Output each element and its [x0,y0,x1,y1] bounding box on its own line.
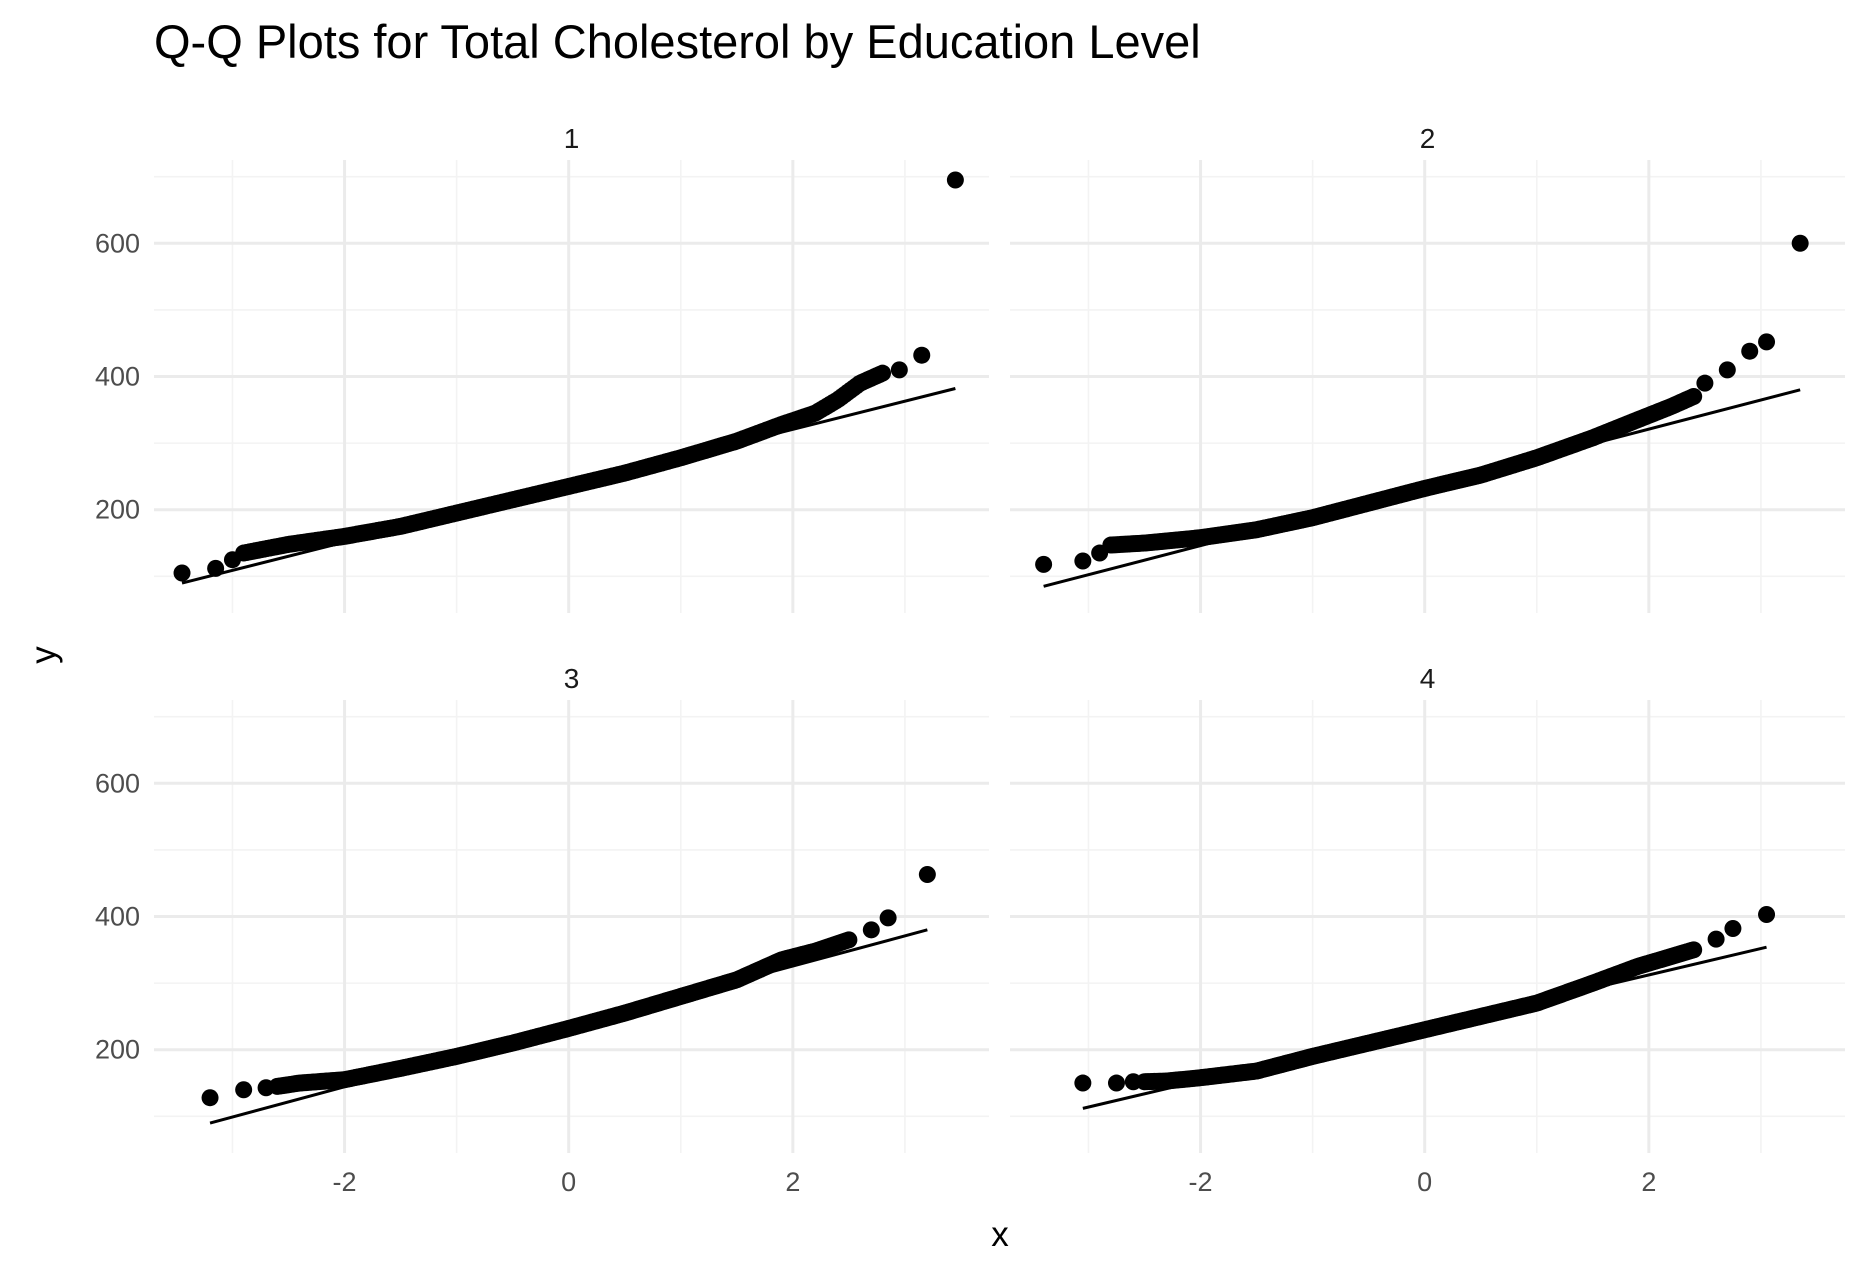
facet-label-2: 2 [1420,123,1436,154]
y-tick-label: 200 [95,1035,140,1065]
facet-label-4: 4 [1420,663,1436,694]
y-tick-label: 600 [95,768,140,798]
reference-lines-layer [181,387,1801,1125]
x-tick-label: 0 [561,1167,576,1197]
x-tick-label: -2 [1189,1167,1213,1197]
x-axis-label: x [991,1215,1009,1254]
qq-point [207,559,225,577]
qq-point [862,921,880,939]
qq-point [257,1079,275,1097]
qq-point [1758,333,1776,351]
qq-point [223,551,241,569]
qq-point [879,909,897,927]
qq-point [1718,361,1736,379]
qq-point [1758,906,1776,924]
qq-point [1707,930,1725,948]
grid-layer [154,160,1845,1153]
x-tick-label: 2 [1641,1167,1656,1197]
points-layer [173,171,1809,1107]
qq-point [1124,1073,1142,1091]
qq-point [1091,544,1109,562]
qq-point [1107,1074,1125,1092]
qq-point [1696,374,1714,392]
y-tick-label: 400 [95,362,140,392]
y-tick-label: 400 [95,902,140,932]
qq-point [890,361,908,379]
qq-point [874,364,892,382]
qq-point [946,171,964,189]
labels-layer: 1 200 400 600 2 3 200 400 600 -2 0 2 4 -2 0 2 x y [24,123,1656,1254]
qq-point [1685,387,1703,405]
qq-point [918,866,936,884]
qq-point [1741,342,1759,360]
y-tick-label: 200 [95,495,140,525]
qq-point [1685,941,1703,959]
x-tick-label: -2 [333,1167,357,1197]
qq-point [840,931,858,949]
qq-point [173,564,191,582]
x-tick-label: 0 [1417,1167,1432,1197]
chart-title: Q-Q Plots for Total Cholesterol by Educa… [154,15,1201,68]
qq-point [1074,1074,1092,1092]
qq-point [235,1081,253,1099]
facet-label-1: 1 [564,123,580,154]
qq-point [1035,555,1053,573]
qq-point [913,346,931,364]
qq-point [201,1089,219,1107]
y-axis-label: y [24,646,63,664]
qq-point [1074,552,1092,570]
y-tick-label: 600 [95,228,140,258]
qq-point [1724,919,1742,937]
facet-label-3: 3 [564,663,580,694]
qq-point [1791,234,1809,252]
x-tick-label: 2 [785,1167,800,1197]
